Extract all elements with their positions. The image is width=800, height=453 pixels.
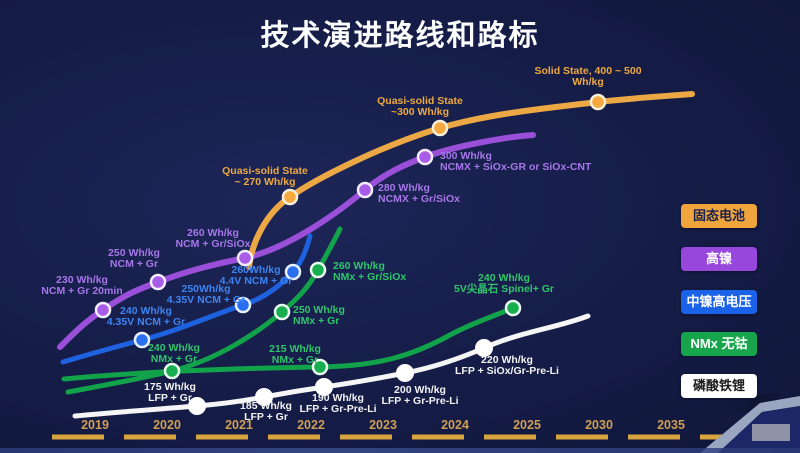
data-point: [188, 397, 206, 415]
data-point: [309, 261, 327, 279]
data-point: [94, 301, 112, 319]
points-high-nickel: [94, 148, 434, 319]
axis-year-2025: 2025: [513, 418, 541, 432]
data-point: [236, 249, 254, 267]
data-point: [396, 364, 414, 382]
corner-watermark: [700, 393, 800, 453]
data-point: [431, 119, 449, 137]
data-point: [133, 331, 151, 349]
points-solid-state: [281, 93, 607, 206]
points-mid-nickel: [133, 263, 302, 349]
axis-year-2021: 2021: [225, 418, 253, 432]
data-point: [255, 388, 273, 406]
points-nmx: [163, 261, 522, 380]
curve-solid-state: [246, 91, 695, 270]
page-title: 技术演进路线和路标: [260, 20, 540, 52]
data-point: [356, 181, 374, 199]
axis-year-2035: 2035: [657, 418, 685, 432]
data-point: [311, 358, 329, 376]
legend-nmx-cobalt-free: NMx 无钴: [681, 332, 757, 356]
data-point: [149, 273, 167, 291]
axis-year-2024: 2024: [441, 418, 469, 432]
data-point: [416, 148, 434, 166]
data-point: [504, 299, 522, 317]
legend-lfp: 磷酸铁锂: [681, 374, 757, 398]
data-point: [284, 263, 302, 281]
axis-year-2023: 2023: [369, 418, 397, 432]
legend-mid-nickel-high-voltage: 中镍高电压: [681, 290, 757, 314]
data-point: [475, 339, 493, 357]
axis-year-2030: 2030: [585, 418, 613, 432]
data-point: [273, 303, 291, 321]
axis-year-2019: 2019: [81, 418, 109, 432]
data-point: [589, 93, 607, 111]
curve-high-nickel: [57, 132, 536, 350]
points-lfp: [188, 339, 493, 415]
data-point: [315, 378, 333, 396]
bottom-edge-glow: [0, 448, 800, 453]
data-point: [163, 362, 181, 380]
axis-year-2022: 2022: [297, 418, 325, 432]
axis-year-2020: 2020: [153, 418, 181, 432]
data-point: [281, 188, 299, 206]
legend-solid-state: 固态电池: [681, 204, 757, 228]
legend-high-nickel: 高镍: [681, 247, 757, 271]
curve-mid-nickel-high-voltage: [60, 233, 313, 365]
data-point: [234, 296, 252, 314]
